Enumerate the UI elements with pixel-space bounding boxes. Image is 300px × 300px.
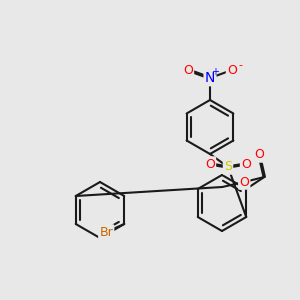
Text: O: O	[254, 148, 264, 161]
Text: Br: Br	[99, 226, 113, 238]
Text: S: S	[224, 160, 232, 173]
Text: +: +	[211, 67, 219, 77]
Text: O: O	[239, 176, 249, 188]
Text: -: -	[238, 60, 242, 70]
Text: O: O	[205, 158, 215, 170]
Text: N: N	[205, 71, 215, 85]
Text: O: O	[241, 158, 251, 170]
Text: O: O	[227, 64, 237, 76]
Text: O: O	[183, 64, 193, 76]
